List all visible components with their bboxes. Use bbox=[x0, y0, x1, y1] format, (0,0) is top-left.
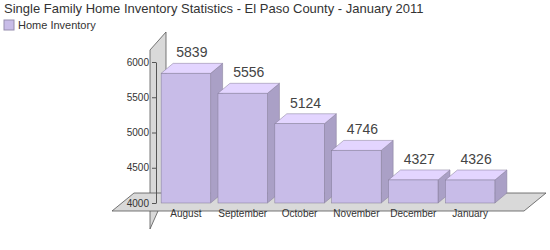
x-tick: September bbox=[218, 207, 268, 219]
x-tick-label: November bbox=[333, 208, 380, 219]
bar bbox=[389, 180, 438, 203]
x-axis: August September October November December Ja… bbox=[161, 207, 497, 219]
bar-top bbox=[275, 114, 336, 124]
bar-group bbox=[332, 140, 393, 203]
y-tick-label: 5000 bbox=[127, 127, 150, 138]
y-tick: 5000 bbox=[127, 127, 156, 138]
y-tick-label: 4000 bbox=[127, 198, 150, 209]
chart-svg: Single Family Home Inventory Statistics … bbox=[0, 0, 550, 250]
x-tick: August bbox=[170, 207, 201, 219]
y-tick-label: 4500 bbox=[127, 162, 150, 173]
bar bbox=[161, 73, 210, 203]
y-tick: 4000 bbox=[127, 198, 156, 209]
data-label: 5839 bbox=[176, 44, 207, 60]
bar-group bbox=[275, 114, 336, 203]
legend: Home Inventory bbox=[4, 19, 96, 31]
data-labels: 5839 5556 5124 4746 4327 4326 bbox=[176, 44, 492, 167]
y-tick: 4500 bbox=[127, 162, 156, 173]
x-tick-label: December bbox=[390, 208, 437, 219]
x-tick-label: January bbox=[452, 208, 488, 219]
bar-top bbox=[218, 83, 279, 93]
y-axis: 4000 4500 5000 5500 6000 bbox=[127, 57, 157, 209]
x-tick-label: October bbox=[282, 208, 318, 219]
bar bbox=[332, 150, 381, 203]
y-tick-mark bbox=[152, 97, 156, 98]
y-tick-mark bbox=[152, 133, 156, 134]
y-tick: 5500 bbox=[127, 92, 156, 103]
bar bbox=[445, 180, 494, 203]
data-label: 4327 bbox=[404, 151, 435, 167]
x-tick: January bbox=[452, 207, 488, 219]
x-tick: October bbox=[282, 207, 318, 219]
bar-group bbox=[389, 170, 450, 203]
y-tick-mark bbox=[152, 168, 156, 169]
x-tick: November bbox=[333, 207, 380, 219]
bar-top bbox=[445, 170, 506, 180]
y-tick-mark bbox=[152, 203, 156, 204]
x-tick-label: August bbox=[170, 208, 201, 219]
legend-label: Home Inventory bbox=[18, 19, 96, 31]
x-tick-label: September bbox=[218, 208, 268, 219]
bar bbox=[218, 93, 267, 203]
bars bbox=[161, 63, 507, 203]
bar-group bbox=[445, 170, 506, 203]
y-tick-label: 5500 bbox=[127, 92, 150, 103]
legend-swatch bbox=[4, 20, 14, 30]
data-label: 5556 bbox=[233, 64, 264, 80]
data-label: 4326 bbox=[461, 151, 492, 167]
y-tick-label: 6000 bbox=[127, 57, 150, 68]
chart-title: Single Family Home Inventory Statistics … bbox=[4, 1, 424, 16]
y-tick-mark bbox=[152, 62, 156, 63]
bar bbox=[275, 124, 324, 203]
y-axis-line bbox=[156, 63, 157, 204]
x-tick: December bbox=[390, 207, 437, 219]
data-label: 5124 bbox=[290, 95, 321, 111]
bar-top bbox=[332, 140, 393, 150]
bar-group bbox=[161, 63, 222, 203]
x-axis-line bbox=[161, 207, 497, 208]
bar-group bbox=[218, 83, 279, 203]
y-tick: 6000 bbox=[127, 57, 156, 68]
bar-top bbox=[389, 170, 450, 180]
data-label: 4746 bbox=[347, 121, 378, 137]
bar-top bbox=[161, 63, 222, 73]
chart-container: Single Family Home Inventory Statistics … bbox=[0, 0, 550, 250]
